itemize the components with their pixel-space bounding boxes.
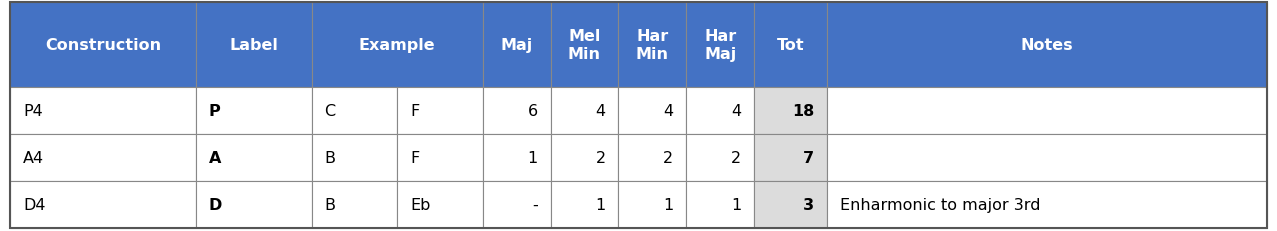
Bar [312,181,397,228]
Text: A: A [209,150,221,165]
Bar [312,88,397,134]
Text: 2: 2 [732,150,742,165]
Text: 6: 6 [527,103,538,118]
Bar [618,134,686,181]
Text: C: C [324,103,336,118]
Text: 4: 4 [732,103,742,118]
Bar [755,88,827,134]
Text: 1: 1 [663,197,673,212]
Text: D: D [209,197,222,212]
Bar [312,134,397,181]
Text: Tot: Tot [776,38,805,53]
Bar [686,181,755,228]
Text: 18: 18 [792,103,815,118]
Bar [550,181,618,228]
Text: F: F [410,150,419,165]
Bar [618,181,686,228]
Bar [550,88,618,134]
Text: 2: 2 [595,150,605,165]
Text: B: B [324,150,336,165]
Bar [197,134,312,181]
Text: 1: 1 [527,150,538,165]
Text: Eb: Eb [410,197,430,212]
Text: 4: 4 [663,103,673,118]
Bar [755,181,827,228]
Bar [197,3,312,88]
Bar [10,181,197,228]
Bar [483,134,550,181]
Text: F: F [410,103,419,118]
Bar [755,134,827,181]
Text: 4: 4 [595,103,605,118]
Bar [686,88,755,134]
Bar [312,3,483,88]
Bar [755,3,827,88]
Bar [10,134,197,181]
Bar [397,134,483,181]
Bar [686,134,755,181]
Bar [10,88,197,134]
Bar [550,3,618,88]
Bar [827,3,1267,88]
Text: P4: P4 [23,103,42,118]
Text: A4: A4 [23,150,45,165]
Bar [197,181,312,228]
Bar [483,3,550,88]
Text: Label: Label [230,38,278,53]
Text: 1: 1 [595,197,605,212]
Bar [483,181,550,228]
Bar [550,134,618,181]
Text: 2: 2 [663,150,673,165]
Text: Notes: Notes [1020,38,1073,53]
Text: 7: 7 [803,150,815,165]
Text: Har
Maj: Har Maj [704,29,737,62]
Text: Example: Example [359,38,435,53]
Text: D4: D4 [23,197,46,212]
Text: 3: 3 [803,197,815,212]
Bar [827,88,1267,134]
Bar [686,3,755,88]
Bar [397,181,483,228]
Bar [827,181,1267,228]
Bar [397,88,483,134]
Text: Maj: Maj [501,38,533,53]
Bar [10,3,197,88]
Text: Har
Min: Har Min [636,29,669,62]
Text: 1: 1 [732,197,742,212]
Bar [618,88,686,134]
Bar [827,134,1267,181]
Bar [618,3,686,88]
Text: Construction: Construction [45,38,161,53]
Text: -: - [533,197,538,212]
Text: P: P [209,103,221,118]
Bar [197,88,312,134]
Text: B: B [324,197,336,212]
Text: Mel
Min: Mel Min [568,29,601,62]
Text: Enharmonic to major 3rd: Enharmonic to major 3rd [840,197,1041,212]
Bar [483,88,550,134]
